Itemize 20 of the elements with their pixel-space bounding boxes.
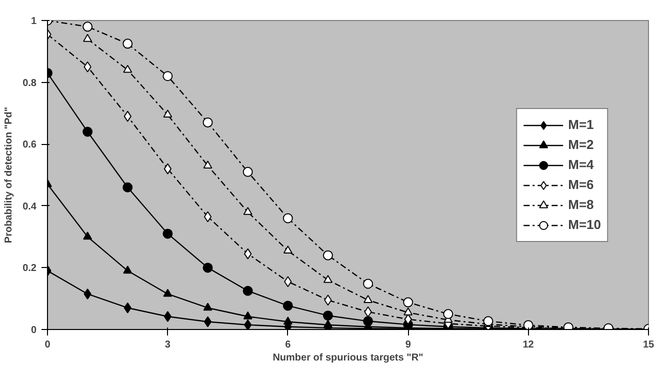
x-tick-label: 3 xyxy=(164,340,171,350)
x-tick-label: 15 xyxy=(642,340,654,350)
y-tick-label: 0.8 xyxy=(22,78,37,89)
y-tick-label: 0 xyxy=(30,325,37,336)
y-tick-label: 0.4 xyxy=(22,201,37,212)
legend-label: M=4 xyxy=(568,157,594,172)
x-axis-title: Number of spurious targets "R" xyxy=(272,352,424,364)
y-tick-label: 0.2 xyxy=(22,263,37,274)
legend-label: M=6 xyxy=(568,177,594,192)
y-axis-title: Probability of detection "Pd" xyxy=(4,106,15,244)
x-tick-label: 12 xyxy=(522,340,534,350)
x-tick-label: 6 xyxy=(285,340,292,350)
legend-label: M=8 xyxy=(568,197,594,212)
x-tick-label: 9 xyxy=(405,340,412,350)
legend-label: M=10 xyxy=(568,217,601,232)
y-tick-label: 1 xyxy=(30,16,37,27)
x-tick-label: 0 xyxy=(44,340,51,350)
legend-label: M=1 xyxy=(568,117,594,132)
y-tick-label: 0.6 xyxy=(22,140,37,151)
legend-label: M=2 xyxy=(568,137,594,152)
